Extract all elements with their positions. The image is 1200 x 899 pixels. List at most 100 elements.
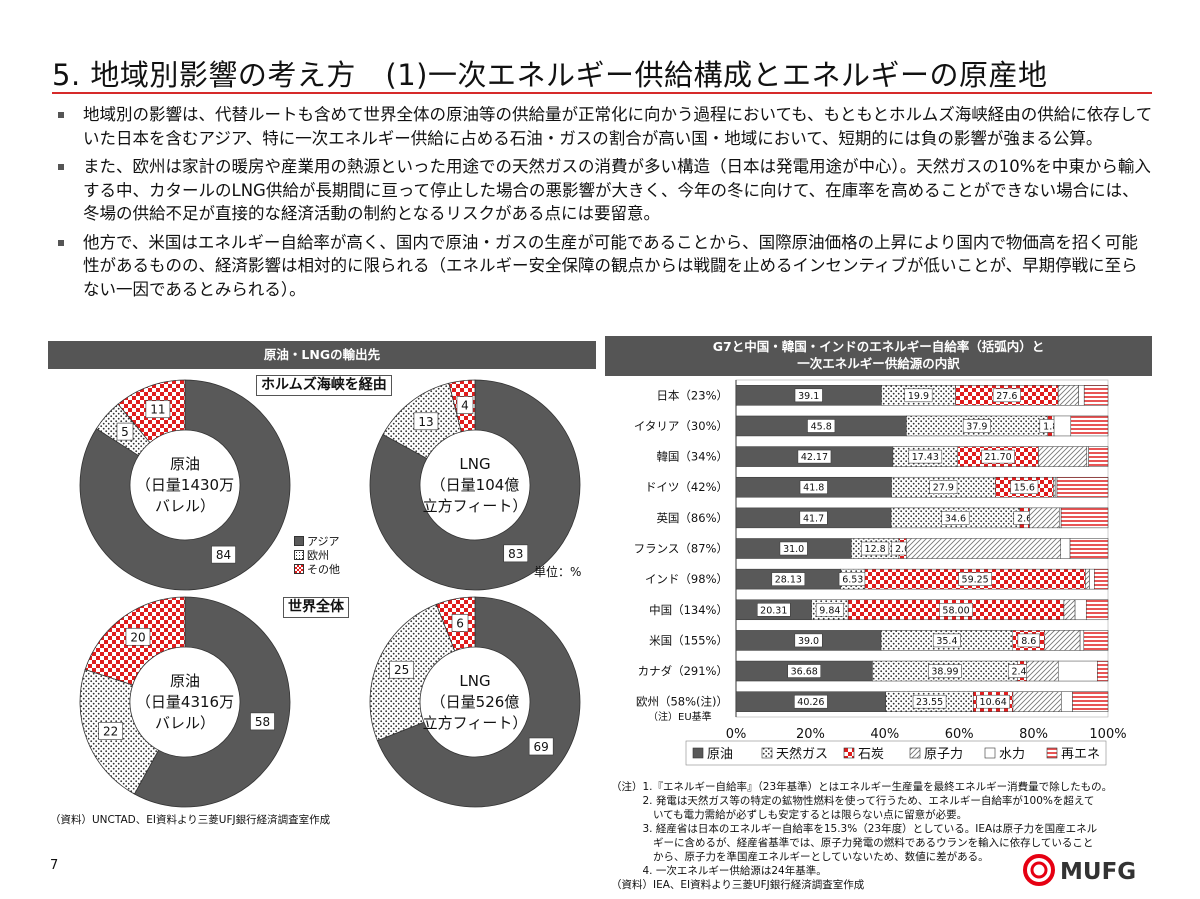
bar-value-box <box>861 541 890 556</box>
donut-slice-asia <box>133 596 291 808</box>
y-category-label: 英国（86%） <box>656 511 728 525</box>
donut-value-box <box>145 400 171 419</box>
donut-value-box <box>413 412 439 431</box>
donut-value-box <box>250 712 275 731</box>
legend-label: アジア <box>307 535 340 548</box>
note-line: 2. 発電は天然ガス等の特定の鉱物性燃料を使って行うため、エネルギー自給率が10… <box>611 795 1095 807</box>
note-line: から、原子力を準国産エネルギーとしていないため、数値に差がある。 <box>611 851 989 863</box>
bar-value-label: 1.8 <box>1043 421 1058 432</box>
bar-value-box <box>799 511 828 525</box>
note-line: （注）1.『エネルギー自給率』（23年基準）とはエネルギー生産量を最終エネルギー… <box>611 781 1113 793</box>
donut-center-label: LNG <box>459 455 490 473</box>
bar-segment-原子力 <box>1012 691 1062 712</box>
legend-swatch-天然ガス <box>761 747 773 759</box>
donut-value-box <box>98 722 123 740</box>
bar-segment-水力 <box>1059 507 1062 529</box>
bar-segment-原子力 <box>1026 660 1059 682</box>
bar-value-box <box>779 541 808 556</box>
donut-center-label: バレル） <box>155 714 215 732</box>
unit-label: 単位：% <box>534 565 582 579</box>
bar-value-label: 34.6 <box>945 513 966 524</box>
bar-segment-原子力 <box>1057 385 1079 406</box>
bar-segment-水力 <box>1060 538 1071 559</box>
legend-label: 再エネ <box>1061 747 1100 762</box>
bar-value-box <box>958 572 992 586</box>
bar-value-box <box>1010 480 1039 494</box>
donut-value-label: 11 <box>150 403 165 417</box>
donut-value-box <box>503 544 529 563</box>
y-category-label: イタリア（30%） <box>634 419 728 433</box>
bar-value-label: 28.13 <box>775 575 802 586</box>
bullet-item: 他方で、米国はエネルギー自給率が高く、国内で原油・ガスの生産が可能であることから… <box>58 231 1153 302</box>
bar-segment-再エネ <box>1094 568 1109 590</box>
legend-swatch-europe <box>294 550 304 560</box>
bar-value-box <box>992 388 1021 403</box>
x-tick-label: 100% <box>1089 727 1126 742</box>
donut-value-label: 13 <box>418 415 433 429</box>
y-category-label: 日本（23%） <box>656 388 728 402</box>
bar-value-label: 19.9 <box>908 391 929 402</box>
bar-value-box <box>807 419 836 433</box>
bar-value-label: 58.00 <box>942 605 969 616</box>
donut-value-label: 25 <box>394 663 409 677</box>
donut-value-label: 5 <box>121 425 129 439</box>
bullet-marker-icon <box>58 164 64 170</box>
bar-value-box <box>941 511 970 525</box>
bar-value-label: 2.6 <box>1017 513 1032 524</box>
bar-value-label: 39.1 <box>798 391 819 402</box>
y-category-label: フランス（87%） <box>634 542 728 556</box>
bullet-marker-icon <box>58 239 64 246</box>
x-tick-label: 80% <box>1019 727 1048 742</box>
bar-segment-水力 <box>1079 630 1085 651</box>
donut-center-label: 立方フィート） <box>423 714 528 732</box>
legend-swatch-再エネ <box>1046 747 1058 759</box>
donut-center-label: LNG <box>459 672 490 690</box>
legend-label: その他 <box>307 563 340 576</box>
bullet-marker-icon <box>58 112 64 118</box>
legend-swatch-水力 <box>984 747 996 759</box>
x-tick-label: 60% <box>945 727 974 742</box>
page-title: 5. 地域別影響の考え方 (1)一次エネルギー供給構成とエネルギーの原産地 <box>52 58 1048 92</box>
bar-value-label: 6.53 <box>842 575 863 586</box>
legend-swatch-other <box>294 564 304 574</box>
legend-label: 天然ガス <box>776 746 828 762</box>
legend-item-europe: 欧州 <box>294 549 340 563</box>
bar-segment-原子力 <box>1053 476 1056 498</box>
legend-label: 原子力 <box>924 747 963 762</box>
bar-segment-原子力 <box>1085 568 1090 590</box>
self-sufficiency-header: G7と中国・韓国・インドのエネルギー自給率（括弧内）と 一次エネルギー供給源の内… <box>605 336 1152 376</box>
bar-segment-原子力 <box>1044 630 1081 651</box>
bullet-list: 地域別の影響は、代替ルートも含めて世界全体の原油等の供給量が正常化に向かう過程に… <box>58 103 1153 306</box>
donut-value-label: 69 <box>534 740 549 754</box>
y-category-label: 韓国（34%） <box>656 450 728 464</box>
legend-item-other: その他 <box>294 563 340 577</box>
header-line-2: 一次エネルギー供給源の内訳 <box>797 356 960 371</box>
bullet-text: 他方で、米国はエネルギー自給率が高く、国内で原油・ガスの生産が可能であることから… <box>83 232 1138 299</box>
page-number: 7 <box>50 858 59 873</box>
donut-slice-asia <box>369 379 581 591</box>
bar-value-label: 39.0 <box>798 636 819 647</box>
donut-value-box <box>451 614 469 632</box>
y-category-label: ドイツ（42%） <box>645 480 728 494</box>
bar-value-box <box>1017 633 1040 648</box>
bar-segment-水力 <box>1053 415 1072 437</box>
bar-value-label: 27.9 <box>933 483 954 494</box>
note-line: （資料）IEA、EI資料より三菱UFJ銀行経済調査室作成 <box>611 879 865 891</box>
x-tick-label: 40% <box>870 727 899 742</box>
bar-value-label: 8.6 <box>1021 636 1036 647</box>
bar-segment-水力 <box>1054 476 1058 498</box>
right-notes: （注）1.『エネルギー自給率』（23年基準）とはエネルギー生産量を最終エネルギー… <box>611 780 1156 892</box>
bar-value-box <box>939 603 973 617</box>
donut-value-label: 22 <box>103 724 118 738</box>
y-category-label: 中国（134%） <box>649 603 728 617</box>
bar-segment-原子力 <box>906 538 1062 559</box>
donut-legend: アジア 欧州 その他 <box>294 535 340 577</box>
donut-center-label: バレル） <box>155 497 215 515</box>
bar-value-label: 9.84 <box>819 605 840 616</box>
logo-text: MUFG <box>1060 859 1136 885</box>
note-line: いても電力需給が必ずしも安定するとは限らない点に留意が必要。 <box>611 809 968 821</box>
bar-value-box <box>929 480 958 494</box>
legend-swatch-原油 <box>692 747 704 759</box>
